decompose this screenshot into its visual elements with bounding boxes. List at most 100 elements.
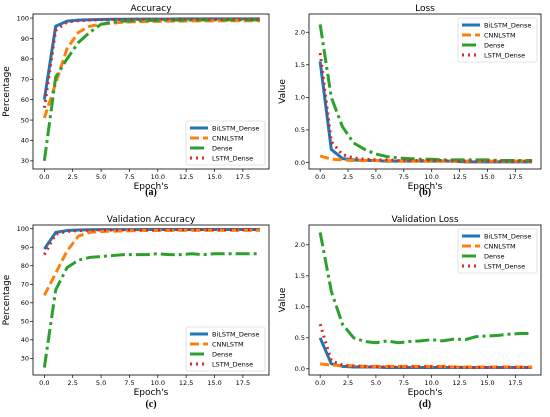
legend-box — [457, 17, 538, 63]
y-tick-label: 60 — [21, 96, 29, 104]
series-line-bilstm-dense — [318, 337, 533, 370]
y-tick-label: 80 — [21, 55, 29, 63]
x-tick-label: 0.0 — [39, 379, 49, 387]
y-axis-label: Percentage — [2, 274, 12, 325]
legend-entry: BiLSTM_Dense — [484, 232, 531, 240]
y-tick-label: 70 — [21, 281, 29, 289]
x-tick-label: 7.5 — [399, 379, 409, 387]
x-tick-label: 17.5 — [508, 173, 522, 181]
x-tick-label: 10.0 — [424, 379, 438, 387]
x-tick-label: 17.5 — [236, 173, 250, 181]
series-group — [318, 24, 533, 164]
series-line-bilstm-dense — [42, 17, 260, 100]
chart-panel-2: Loss 0.0 2.5 5.0 7.5 10.0 12.5 15.0 17.5 0.0 0.5 1.… — [278, 4, 542, 198]
x-tick-label: 10.0 — [151, 173, 165, 181]
legend-box — [185, 326, 266, 372]
chart-panel-1: Accuracy 0.0 2.5 5.0 7.5 10.0 12.5 15.0 17.5 30 40… — [2, 4, 270, 198]
legend-box — [185, 120, 266, 166]
legend: BiLSTM_Dense CNNLSTM Dense LSTM_Dense — [185, 326, 266, 372]
y-tick-label: 90 — [21, 244, 29, 252]
x-tick-label: 15.0 — [207, 173, 221, 181]
x-tick-label: 12.5 — [452, 379, 466, 387]
legend-entry: Dense — [484, 252, 505, 260]
y-axis-label: Percentage — [2, 66, 12, 117]
x-tick-label: 2.5 — [343, 173, 353, 181]
x-tick-label: 2.5 — [343, 379, 353, 387]
y-tick-label: 0.0 — [295, 365, 305, 373]
series-line-dense — [42, 252, 260, 368]
panel-label: (a) — [145, 187, 157, 198]
x-tick-label: 7.5 — [124, 173, 134, 181]
y-tick-label: 100 — [17, 14, 29, 22]
legend-entry: BiLSTM_Dense — [212, 330, 259, 338]
chart-panel-4: Validation Loss 0.0 2.5 5.0 7.5 10.0 12.5 15.0 1… — [278, 215, 542, 410]
x-tick-label: 17.5 — [508, 379, 522, 387]
x-tick-label: 5.0 — [371, 379, 381, 387]
y-tick-label: 40 — [21, 336, 29, 344]
legend-entry: LSTM_Dense — [212, 360, 253, 368]
series-line-lstm-dense — [318, 323, 533, 370]
y-tick-label: 0.0 — [295, 159, 305, 167]
panel-label: (b) — [419, 187, 431, 198]
y-tick-label: 0.5 — [295, 126, 305, 134]
y-tick-label: 1.0 — [295, 94, 305, 102]
plot-frame — [308, 13, 542, 170]
y-tick-label: 100 — [17, 225, 29, 233]
x-tick-label: 0.0 — [39, 173, 49, 181]
y-tick-label: 50 — [21, 116, 29, 124]
legend-entry: Dense — [484, 41, 505, 49]
series-line-dense — [42, 18, 260, 162]
series-group — [42, 227, 260, 368]
y-tick-label: 80 — [21, 262, 29, 270]
series-line-lstm-dense — [318, 52, 533, 163]
legend-entry: CNNLSTM — [212, 134, 244, 142]
y-tick-label: 50 — [21, 318, 29, 326]
chart-panel-3: Validation Accuracy 0.0 2.5 5.0 7.5 10.0 12.5 1… — [2, 215, 270, 410]
chart-title: Validation Loss — [391, 215, 458, 225]
y-axis-label: Value — [278, 79, 288, 104]
legend-entry: Dense — [212, 350, 233, 358]
legend-entry: Dense — [212, 144, 233, 152]
x-tick-label: 15.0 — [480, 173, 494, 181]
legend-entry: CNNLSTM — [484, 31, 516, 39]
plot-frame — [32, 224, 270, 376]
x-tick-label: 12.5 — [179, 173, 193, 181]
y-tick-label: 70 — [21, 76, 29, 84]
series-group — [42, 17, 260, 162]
x-tick-label: 12.5 — [179, 379, 193, 387]
legend: BiLSTM_Dense CNNLSTM Dense LSTM_Dense — [457, 228, 538, 274]
y-tick-label: 1.0 — [295, 303, 305, 311]
plot-frame — [32, 13, 270, 170]
legend: BiLSTM_Dense CNNLSTM Dense LSTM_Dense — [457, 17, 538, 63]
y-tick-label: 0.5 — [295, 334, 305, 342]
series-line-lstm-dense — [43, 228, 260, 256]
x-tick-label: 0.0 — [315, 173, 325, 181]
series-line-cnnlstm — [319, 154, 533, 163]
legend-entry: BiLSTM_Dense — [484, 21, 531, 29]
x-tick-label: 5.0 — [96, 379, 106, 387]
series-line-cnnlstm — [42, 19, 260, 119]
y-tick-label: 2.0 — [295, 29, 305, 37]
chart-title: Accuracy — [130, 4, 172, 14]
legend-entry: BiLSTM_Dense — [212, 124, 259, 132]
y-tick-label: 1.5 — [295, 61, 305, 69]
series-line-dense — [318, 232, 533, 345]
legend-entry: LSTM_Dense — [212, 154, 253, 162]
y-tick-label: 30 — [21, 355, 29, 363]
x-tick-label: 17.5 — [236, 379, 250, 387]
legend-entry: CNNLSTM — [212, 340, 244, 348]
x-tick-label: 2.5 — [68, 379, 78, 387]
series-line-dense — [318, 24, 533, 163]
legend-entry: LSTM_Dense — [484, 51, 525, 59]
x-axis-label: Epoch's — [408, 388, 443, 398]
x-tick-label: 10.0 — [151, 379, 165, 387]
x-axis-label: Epoch's — [134, 388, 169, 398]
chart-title: Validation Accuracy — [107, 215, 196, 225]
legend-entry: CNNLSTM — [484, 242, 516, 250]
x-axis-label: Epoch's — [408, 182, 443, 192]
x-tick-label: 15.0 — [207, 379, 221, 387]
legend-entry: LSTM_Dense — [484, 262, 525, 270]
legend-box — [457, 228, 538, 274]
panel-label: (c) — [145, 399, 156, 410]
x-tick-label: 0.0 — [315, 379, 325, 387]
